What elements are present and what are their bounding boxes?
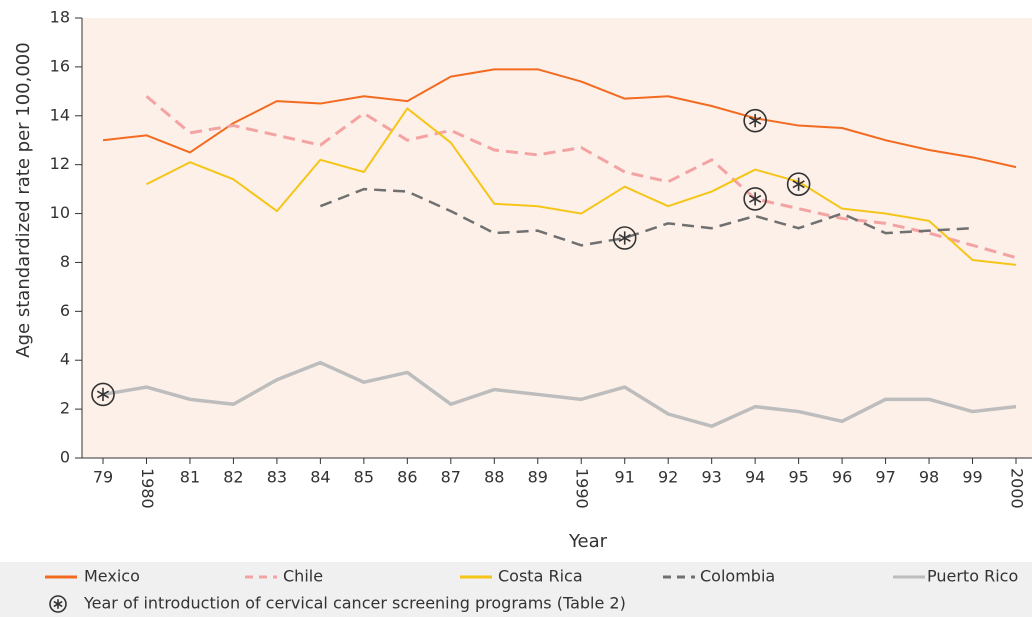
x-tick-label: 97 xyxy=(875,468,895,487)
legend-label: Costa Rica xyxy=(498,567,583,586)
legend-label: Puerto Rico xyxy=(927,567,1018,586)
y-tick-label: 16 xyxy=(50,56,70,75)
screening-marker xyxy=(91,382,115,407)
legend-label: Chile xyxy=(283,567,323,586)
x-tick-label: 81 xyxy=(180,468,200,487)
x-tick-label: 86 xyxy=(397,468,417,487)
series-line xyxy=(146,107,1017,266)
y-tick-label: 12 xyxy=(50,154,70,173)
x-tick-label: 82 xyxy=(223,468,243,487)
x-tick-label: 1990 xyxy=(573,468,592,509)
x-tick-label: 93 xyxy=(701,468,721,487)
x-tick-label: 95 xyxy=(788,468,808,487)
marker-spoke xyxy=(749,116,762,125)
y-tick-label: 4 xyxy=(60,350,70,369)
marker-spoke xyxy=(618,234,631,242)
marker-circle xyxy=(743,187,767,211)
x-tick-label: 88 xyxy=(484,468,504,487)
legend-marker-icon xyxy=(49,595,67,613)
x-tick-label: 87 xyxy=(441,468,461,487)
x-tick-label: 94 xyxy=(745,468,765,487)
marker-circle xyxy=(91,382,115,407)
y-tick-label: 2 xyxy=(60,399,70,418)
legend-label: Mexico xyxy=(84,567,140,586)
series-line xyxy=(145,95,1017,260)
screening-marker xyxy=(786,172,811,197)
x-tick-label: 2000 xyxy=(1008,468,1027,509)
legend-label: Year of introduction of cervical cancer … xyxy=(83,594,626,613)
legend-background xyxy=(0,562,1032,617)
screening-marker xyxy=(743,187,767,211)
screening-marker xyxy=(743,108,767,133)
marker-circle xyxy=(743,108,767,133)
x-tick-label: 79 xyxy=(93,468,113,487)
x-tick-label: 84 xyxy=(310,468,330,487)
y-tick-label: 0 xyxy=(60,448,70,467)
marker-spoke xyxy=(792,180,805,189)
marker-circle xyxy=(786,172,811,197)
legend-label: Colombia xyxy=(700,567,775,586)
x-tick-label: 89 xyxy=(528,468,548,487)
y-tick-label: 10 xyxy=(50,203,70,222)
series-line xyxy=(102,68,1017,169)
x-tick-label: 99 xyxy=(962,468,982,487)
x-tick-label: 96 xyxy=(832,468,852,487)
series-line xyxy=(102,360,1017,428)
x-tick-label: 83 xyxy=(267,468,287,487)
marker-spoke xyxy=(53,600,63,608)
y-axis-title: Age standardized rate per 100,000 xyxy=(13,42,34,357)
x-tick-label: 91 xyxy=(615,468,635,487)
x-tick-label: 1980 xyxy=(138,468,157,509)
y-tick-label: 8 xyxy=(60,252,70,271)
marker-circle xyxy=(612,226,637,250)
marker-circle xyxy=(49,595,67,613)
y-tick-label: 6 xyxy=(60,301,70,320)
y-tick-label: 14 xyxy=(50,105,70,124)
x-tick-label: 85 xyxy=(354,468,374,487)
marker-spoke xyxy=(96,390,110,399)
series-line xyxy=(319,187,973,247)
y-tick-label: 18 xyxy=(50,8,70,27)
x-tick-label: 92 xyxy=(658,468,678,487)
screening-marker xyxy=(612,226,637,250)
marker-spoke xyxy=(749,194,762,203)
x-axis-title: Year xyxy=(568,531,608,552)
x-tick-label: 98 xyxy=(919,468,939,487)
